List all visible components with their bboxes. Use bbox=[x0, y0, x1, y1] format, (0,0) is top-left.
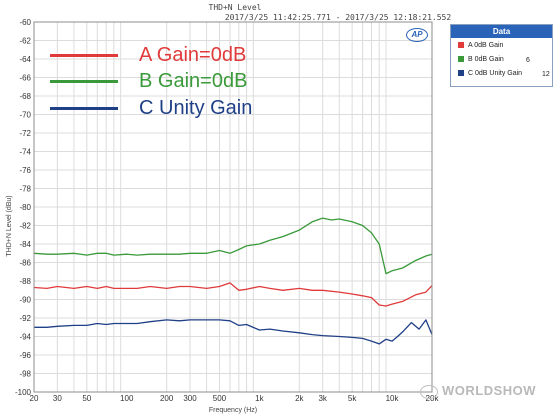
legend-swatch-b bbox=[458, 56, 464, 63]
y-tick-label: -94 bbox=[19, 333, 31, 342]
x-tick-label: 300 bbox=[183, 394, 197, 403]
y-axis-label: THD+N Level (dBu) bbox=[6, 195, 13, 256]
y-tick-label: -62 bbox=[19, 37, 31, 46]
chart-timestamp: 2017/3/25 11:42:25.771 - 2017/3/25 12:18… bbox=[225, 13, 452, 22]
legend-label-c: C 0dB Unity Gain bbox=[468, 70, 523, 77]
series-line-c bbox=[34, 319, 433, 345]
y-tick-label: -74 bbox=[19, 148, 31, 157]
wechat-icon bbox=[420, 384, 438, 399]
annotation-label-c: C Unity Gain bbox=[139, 97, 253, 119]
watermark-text: WORLDSHOW bbox=[442, 383, 537, 398]
annotation-label-b: B Gain=0dB bbox=[139, 70, 248, 92]
y-tick-label: -78 bbox=[19, 185, 31, 194]
annotation-line-b bbox=[50, 80, 118, 84]
series-line-b bbox=[33, 217, 433, 275]
y-tick-label: -86 bbox=[19, 259, 31, 268]
x-tick-label: 10k bbox=[386, 394, 400, 403]
annotation-line-a bbox=[50, 54, 118, 58]
y-tick-label: -88 bbox=[19, 277, 31, 286]
y-tick-label: -92 bbox=[19, 314, 31, 323]
y-tick-label: -100 bbox=[15, 388, 32, 397]
legend-count-c: 12 bbox=[542, 71, 550, 78]
x-tick-label: 50 bbox=[82, 394, 91, 403]
y-tick-label: -60 bbox=[19, 18, 31, 27]
y-tick-label: -68 bbox=[19, 92, 31, 101]
y-tick-label: -80 bbox=[19, 203, 31, 212]
chart-title: THD+N Level bbox=[209, 3, 262, 12]
legend-label-a: A 0dB Gain bbox=[468, 42, 504, 49]
x-tick-label: 20 bbox=[30, 394, 39, 403]
annotation-c: C Unity Gain bbox=[50, 97, 252, 120]
legend-item-b[interactable]: B 0dB Gain 6 bbox=[458, 56, 530, 64]
series-line-a bbox=[33, 282, 433, 307]
annotation-label-a: A Gain=0dB bbox=[139, 44, 247, 66]
watermark: WORLDSHOW bbox=[420, 383, 536, 399]
y-tick-label: -98 bbox=[19, 370, 31, 379]
legend-title: Data bbox=[451, 25, 552, 38]
annotation-line-c bbox=[50, 107, 118, 111]
annotation-a: A Gain=0dB bbox=[50, 44, 246, 67]
x-axis-label: Frequency (Hz) bbox=[209, 407, 257, 414]
x-tick-label: 500 bbox=[213, 394, 227, 403]
y-tick-labels: -60 -62 -64 -66 -68 -70 -72 -74 -76 -78 -80 -82 -84 -… bbox=[15, 18, 32, 397]
y-tick-label: -66 bbox=[19, 74, 31, 83]
x-tick-label: 30 bbox=[53, 394, 62, 403]
y-tick-label: -90 bbox=[19, 296, 31, 305]
x-tick-label: 100 bbox=[120, 394, 134, 403]
x-tick-label: 2k bbox=[295, 394, 304, 403]
y-tick-label: -64 bbox=[19, 55, 31, 64]
series-lines bbox=[33, 217, 433, 345]
x-tick-label: 1k bbox=[255, 394, 264, 403]
y-tick-label: -96 bbox=[19, 351, 31, 360]
plot-frame bbox=[33, 21, 433, 393]
legend-label-b: B 0dB Gain bbox=[468, 56, 504, 63]
x-tick-label: 200 bbox=[160, 394, 174, 403]
legend-panel: Data A 0dB Gain B 0dB Gain 6 C 0dB Unity… bbox=[450, 24, 553, 87]
legend-swatch-a bbox=[458, 42, 464, 49]
y-tick-label: -76 bbox=[19, 166, 31, 175]
x-tick-label: 5k bbox=[348, 394, 357, 403]
legend-count-b: 6 bbox=[526, 57, 530, 64]
y-tick-label: -70 bbox=[19, 111, 31, 120]
y-tick-label: -72 bbox=[19, 129, 31, 138]
ap-logo: AP bbox=[406, 28, 428, 42]
x-tick-label: 3k bbox=[318, 394, 327, 403]
x-tick-labels: 20 30 50 100 200 300 500 1k 2k 3k 5k 10k 20k bbox=[30, 394, 440, 403]
legend-item-c[interactable]: C 0dB Unity Gain 12 bbox=[458, 70, 550, 78]
legend-item-a[interactable]: A 0dB Gain bbox=[458, 42, 503, 49]
y-tick-label: -84 bbox=[19, 240, 31, 249]
x-tick-label: 20k bbox=[426, 394, 440, 403]
y-tick-label: -82 bbox=[19, 222, 31, 231]
legend-swatch-c bbox=[458, 70, 464, 77]
annotation-b: B Gain=0dB bbox=[50, 70, 247, 93]
